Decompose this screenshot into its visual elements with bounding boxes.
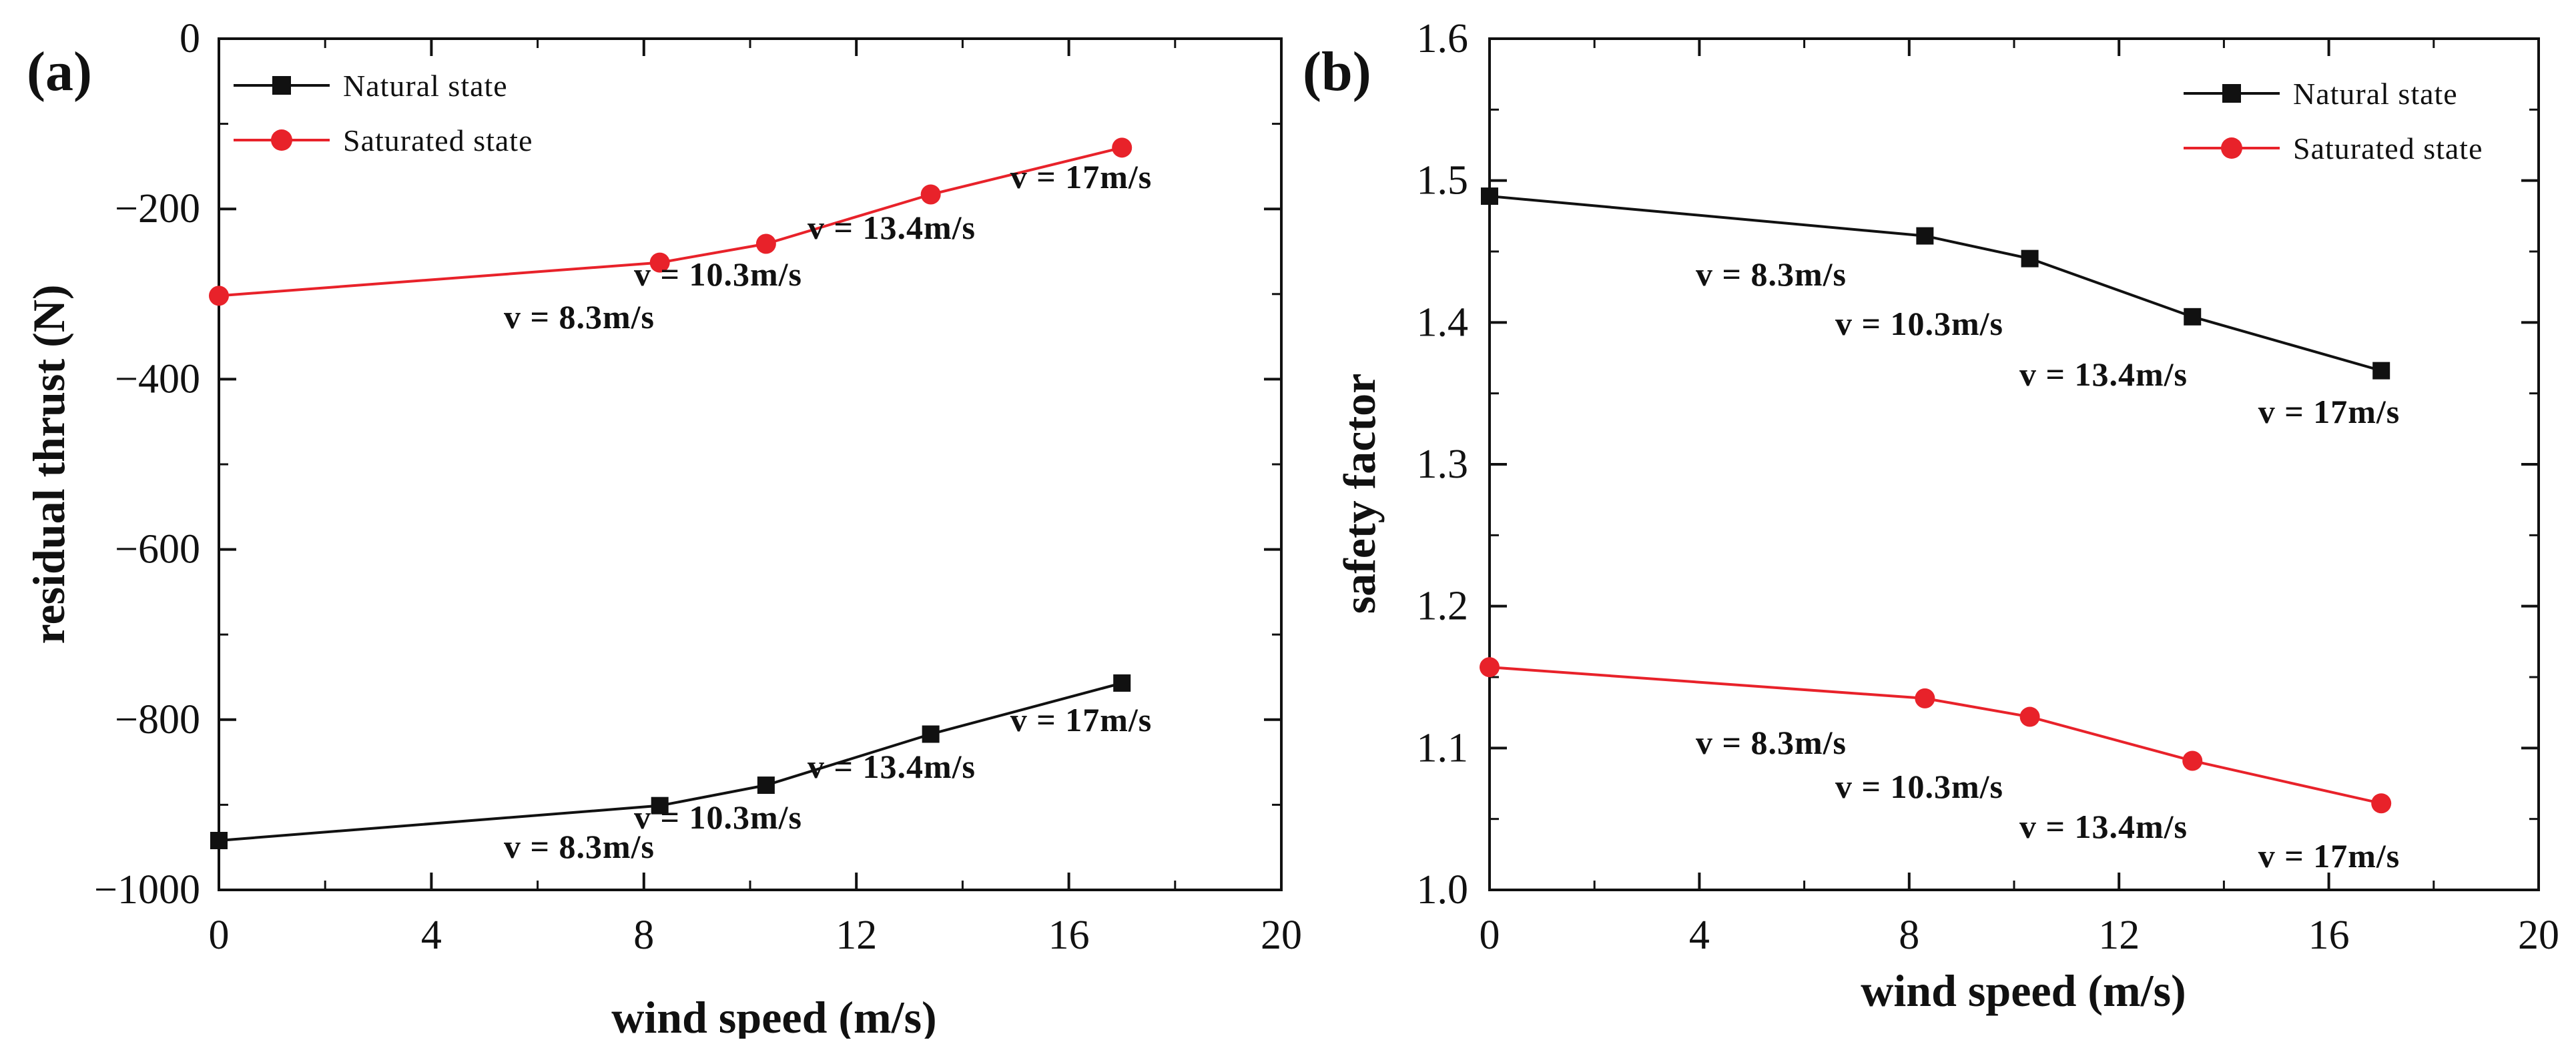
panel-label: (b)	[1303, 41, 1371, 103]
x-tick-label: 16	[2308, 913, 2350, 958]
point-annotation: v = 13.4m/s	[808, 748, 976, 785]
plot-frame	[1488, 37, 2540, 891]
point-annotation: v = 17m/s	[1010, 701, 1153, 738]
data-point-circle	[209, 286, 229, 306]
legend-label: Natural state	[343, 69, 508, 103]
chart-panel-b: 1.0 1.1 1.2 1.3 1.4 1.5 1.6 0 4 8 12 16 20 wind speed…	[1303, 16, 2559, 1016]
x-tick-label: 8	[633, 913, 654, 958]
y-tick-label: 1.3	[1417, 442, 1469, 487]
point-annotation: v = 17m/s	[2258, 837, 2400, 875]
series-saturated-state: v = 8.3m/s v = 10.3m/s v = 13.4m/s v = 17m/…	[1480, 657, 2400, 875]
y-tick-label: 0	[180, 16, 200, 61]
point-annotation: v = 13.4m/s	[2019, 356, 2188, 393]
data-point-square	[1916, 227, 1934, 245]
x-tick-label: 4	[421, 913, 442, 958]
y-tick-label: 1.2	[1417, 584, 1469, 629]
x-tick-label: 16	[1048, 913, 1090, 958]
y-tick-label: 1.5	[1417, 158, 1469, 203]
x-tick-label: 12	[2098, 913, 2140, 958]
y-tick-label: −600	[115, 527, 200, 572]
data-point-square	[757, 776, 775, 795]
x-axis-title: wind speed (m/s)	[1861, 965, 2186, 1016]
data-point-circle	[1480, 657, 1500, 678]
x-tick-label: 12	[836, 913, 877, 958]
data-point-circle	[920, 184, 941, 205]
data-point-square	[651, 797, 669, 815]
data-point-circle	[755, 233, 776, 254]
y-axis-title: residual thrust (N)	[23, 285, 74, 644]
point-annotation: v = 13.4m/s	[2019, 808, 2188, 845]
legend-marker-square	[2222, 84, 2241, 103]
y-tick-label: −800	[115, 697, 200, 742]
data-point-square	[2184, 308, 2202, 326]
x-tick-label: 20	[1261, 913, 1302, 958]
point-annotation: v = 8.3m/s	[504, 828, 655, 865]
series-natural-state: v = 8.3m/sv = 10.3m/sv = 13.4m/s v = 17m/…	[210, 674, 1153, 865]
data-point-square	[210, 831, 228, 849]
legend-label: Saturated state	[343, 123, 533, 157]
data-point-circle	[1915, 688, 1935, 708]
y-tick-label: 1.0	[1417, 867, 1469, 913]
point-annotation: v = 8.3m/s	[1696, 255, 1847, 293]
y-tick-label: 1.1	[1417, 725, 1469, 770]
y-tick-label: −1000	[94, 867, 200, 913]
data-point-circle	[2182, 750, 2203, 771]
x-tick-label: 4	[1689, 913, 1710, 958]
series-saturated-state: v = 8.3m/s v = 10.3m/sv = 13.4m/s v = 17m/…	[209, 137, 1153, 336]
legend-label: Natural state	[2293, 77, 2458, 111]
data-point-square	[1481, 187, 1498, 205]
panel-label: (a)	[27, 41, 92, 103]
point-annotation: v = 8.3m/s	[1696, 724, 1847, 761]
data-point-square	[2021, 249, 2039, 268]
point-annotation: v = 10.3m/s	[634, 255, 802, 293]
point-annotation: v = 17m/s	[1010, 158, 1153, 195]
point-annotation: v = 17m/s	[2258, 393, 2400, 430]
point-annotation: v = 10.3m/s	[634, 799, 802, 836]
legend-label: Saturated state	[2293, 131, 2483, 165]
y-tick-label: 1.6	[1417, 16, 1469, 61]
legend-marker-circle	[271, 129, 292, 151]
data-point-square	[922, 725, 940, 743]
data-point-square	[1113, 674, 1131, 692]
y-tick-label: 1.4	[1417, 300, 1469, 345]
data-point-circle	[2019, 706, 2040, 727]
point-annotation: v = 13.4m/s	[808, 209, 976, 246]
x-tick-label: 0	[209, 913, 230, 958]
point-annotation: v = 10.3m/s	[1835, 768, 2003, 805]
data-point-circle	[649, 252, 670, 273]
point-annotation: v = 10.3m/s	[1835, 305, 2003, 342]
y-tick-label: −200	[115, 186, 200, 231]
x-axis-title: wind speed (m/s)	[611, 992, 936, 1039]
x-tick-label: 8	[1899, 913, 1919, 958]
y-tick-label: −400	[115, 356, 200, 402]
data-point-circle	[1112, 137, 1133, 158]
x-tick-label: 20	[2518, 913, 2559, 958]
legend-marker-square	[272, 76, 291, 95]
point-annotation: v = 8.3m/s	[504, 298, 655, 336]
legend-marker-circle	[2221, 137, 2242, 159]
x-tick-label: 0	[1480, 913, 1500, 958]
series-natural-state: v = 8.3m/s v = 10.3m/s v = 13.4m/s v = 17m/…	[1481, 187, 2400, 430]
series-line	[1489, 195, 2382, 372]
y-axis-title: safety factor	[1334, 374, 1385, 614]
data-point-circle	[2371, 793, 2392, 814]
data-point-square	[2372, 362, 2390, 380]
